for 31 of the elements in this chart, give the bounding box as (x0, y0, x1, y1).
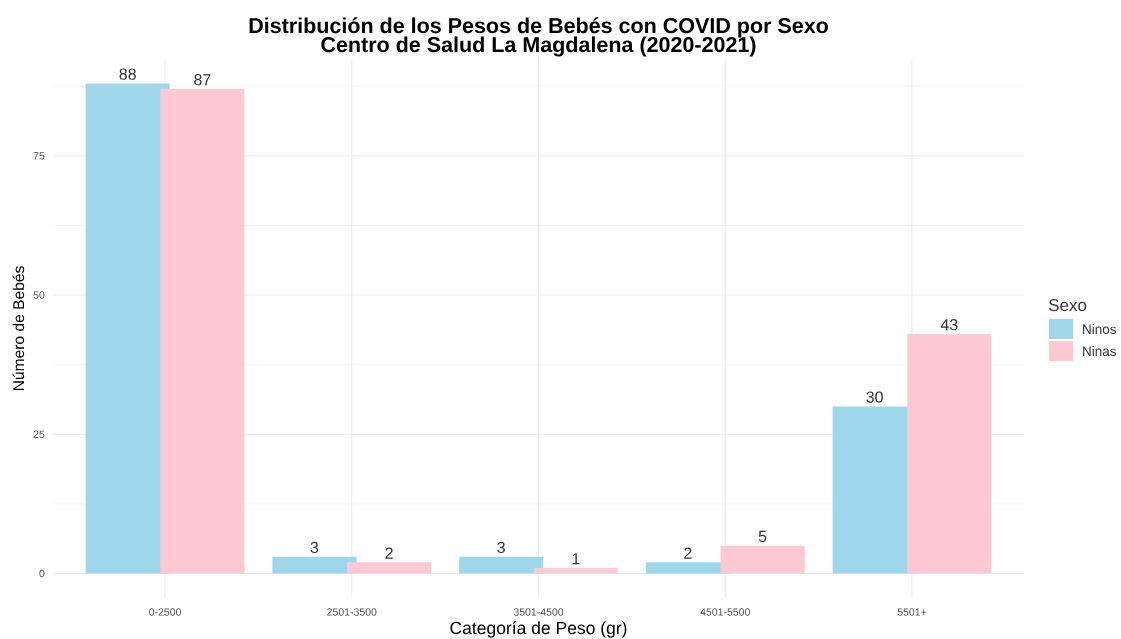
data-label: 2 (684, 547, 692, 559)
bar (347, 562, 432, 574)
data-label: 3 (497, 541, 505, 554)
legend-label: Ninos (1083, 324, 1116, 334)
x-tick-label: 2501-3500 (327, 608, 377, 616)
data-label: 3 (310, 541, 319, 554)
bar (459, 556, 544, 574)
data-label: 87 (194, 74, 211, 86)
legend-label: Ninas (1083, 346, 1116, 356)
x-tick-label: 3501-4500 (513, 608, 564, 616)
x-tick-label: 4501-5500 (700, 608, 750, 616)
data-label: 1 (572, 553, 580, 565)
y-tick-label: 0 (39, 569, 45, 578)
y-tick-label: 50 (33, 291, 45, 299)
bar (160, 89, 245, 574)
x-axis-title: Categoría de Peso (gr) (450, 621, 627, 638)
x-tick-label: 5501+ (897, 608, 927, 616)
chart-subtitle: Centro de Salud La Magdalena (2020-2021) (321, 36, 756, 57)
data-label: 2 (385, 547, 393, 559)
data-label: 88 (119, 68, 136, 80)
bar (720, 545, 805, 574)
bar (533, 567, 618, 574)
y-axis-title: Número de Bebés (12, 266, 25, 391)
data-label: 43 (940, 319, 958, 331)
data-label: 5 (758, 530, 767, 542)
y-tick-label: 75 (33, 152, 45, 160)
bar (907, 334, 992, 574)
x-tick-label: 0-2500 (149, 608, 181, 616)
y-tick-label: 25 (33, 430, 45, 438)
legend-title: Sexo (1048, 299, 1087, 312)
data-label: 30 (866, 391, 883, 403)
